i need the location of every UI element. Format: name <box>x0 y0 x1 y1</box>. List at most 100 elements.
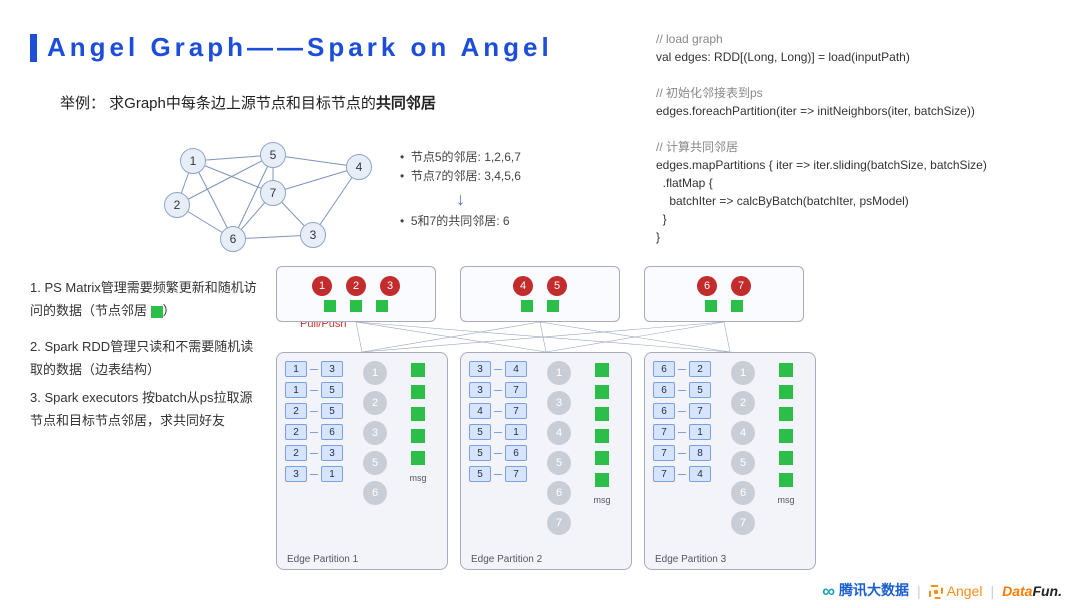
angel-box-icon <box>929 585 943 599</box>
partition-label: Edge Partition 2 <box>471 554 542 565</box>
edge-pair: 62 <box>653 361 715 377</box>
green-square-icon <box>151 306 163 318</box>
edge-pair: 74 <box>653 466 715 482</box>
title-marker <box>30 34 37 62</box>
edge-pair: 13 <box>285 361 347 377</box>
logo-angel: Angel <box>929 583 983 599</box>
ps-node: 7 <box>731 276 751 296</box>
edge-pair: 31 <box>285 466 347 482</box>
code-line: } <box>656 212 667 226</box>
green-square-icon <box>779 451 793 465</box>
green-square-icon <box>595 363 609 377</box>
edge-pair: 34 <box>469 361 531 377</box>
code-line: val edges: RDD[(Long, Long)] = load(inpu… <box>656 50 910 64</box>
subtitle-bold: 共同邻居 <box>376 95 436 112</box>
bullet-line: • 节点5的邻居: 1,2,6,7 <box>400 148 521 167</box>
ps-box: 45 <box>460 266 620 322</box>
green-square-icon <box>376 300 388 312</box>
ps-node: 3 <box>380 276 400 296</box>
edge-partition: 626567717874124567msgEdge Partition 3 <box>644 352 816 570</box>
edge-pair: 51 <box>469 424 531 440</box>
separator: | <box>917 583 921 599</box>
mid-node: 6 <box>363 481 387 505</box>
mid-node: 6 <box>547 481 571 505</box>
green-square-icon <box>411 407 425 421</box>
ps-row: 123 45 67 <box>276 266 804 322</box>
green-square-icon <box>595 407 609 421</box>
green-square-icon <box>411 385 425 399</box>
partition-label: Edge Partition 1 <box>287 554 358 565</box>
ps-node: 5 <box>547 276 567 296</box>
edge-pair: 47 <box>469 403 531 419</box>
subtitle-text: 举例： 求Graph中每条边上源节点和目标节点的 <box>60 95 376 112</box>
msg-label: msg <box>777 495 794 505</box>
graph-node: 6 <box>220 226 246 252</box>
mid-node: 7 <box>547 511 571 535</box>
mid-node: 5 <box>731 451 755 475</box>
ps-node: 2 <box>346 276 366 296</box>
ps-node: 4 <box>513 276 533 296</box>
green-square-icon <box>350 300 362 312</box>
mid-node: 6 <box>731 481 755 505</box>
code-comment: // 计算共同邻居 <box>656 140 738 154</box>
green-square-icon <box>547 300 559 312</box>
down-arrow-icon: ↓ <box>400 190 521 208</box>
graph-node: 7 <box>260 180 286 206</box>
green-square-icon <box>731 300 743 312</box>
code-line: batchIter => calcByBatch(batchIter, psMo… <box>656 194 909 208</box>
title-bar: Angel Graph——Spark on Angel <box>30 32 553 63</box>
edge-partition: 343747515657134567msgEdge Partition 2 <box>460 352 632 570</box>
infinity-icon: ∞ <box>822 581 835 601</box>
code-line: .flatMap { <box>656 176 713 190</box>
mid-node: 1 <box>547 361 571 385</box>
green-square-icon <box>705 300 717 312</box>
green-square-icon <box>411 363 425 377</box>
edge-pair: 37 <box>469 382 531 398</box>
mid-node: 4 <box>731 421 755 445</box>
mid-node: 3 <box>547 391 571 415</box>
graph-bullets: • 节点5的邻居: 1,2,6,7 • 节点7的邻居: 3,4,5,6 ↓ • … <box>400 148 521 232</box>
msg-label: msg <box>409 473 426 483</box>
page-title: Angel Graph——Spark on Angel <box>47 32 553 63</box>
graph-node: 4 <box>346 154 372 180</box>
mid-node: 7 <box>731 511 755 535</box>
note-item: 1. PS Matrix管理需要频繁更新和随机访问的数据（节点邻居 ） <box>30 276 260 323</box>
edge-pair: 56 <box>469 445 531 461</box>
bullet-line: • 5和7的共同邻居: 6 <box>400 212 521 231</box>
mid-node: 5 <box>363 451 387 475</box>
green-square-icon <box>595 429 609 443</box>
mid-node: 1 <box>731 361 755 385</box>
partition-label: Edge Partition 3 <box>655 554 726 565</box>
green-square-icon <box>411 429 425 443</box>
code-block: // load graph val edges: RDD[(Long, Long… <box>656 30 1056 246</box>
subtitle: 举例： 求Graph中每条边上源节点和目标节点的共同邻居 <box>60 92 436 113</box>
ps-box: 123 <box>276 266 436 322</box>
edge-pair: 71 <box>653 424 715 440</box>
note-item: 3. Spark executors 按batch从ps拉取源节点和目标节点邻居… <box>30 386 260 433</box>
ps-node: 1 <box>312 276 332 296</box>
green-square-icon <box>779 407 793 421</box>
green-square-icon <box>779 363 793 377</box>
separator: | <box>990 583 994 599</box>
edge-pair: 25 <box>285 403 347 419</box>
ps-box: 67 <box>644 266 804 322</box>
edge-pair: 67 <box>653 403 715 419</box>
green-square-icon <box>779 429 793 443</box>
green-square-icon <box>595 473 609 487</box>
green-square-icon <box>411 451 425 465</box>
mid-node: 1 <box>363 361 387 385</box>
footer-logos: ∞ 腾讯大数据 | Angel | DataFun. <box>822 580 1062 602</box>
edge-pair: 78 <box>653 445 715 461</box>
edge-pair: 57 <box>469 466 531 482</box>
mid-node: 5 <box>547 451 571 475</box>
code-comment: // load graph <box>656 32 723 46</box>
graph-node: 1 <box>180 148 206 174</box>
green-square-icon <box>595 451 609 465</box>
green-square-icon <box>595 385 609 399</box>
note-item: 2. Spark RDD管理只读和不需要随机读取的数据（边表结构） <box>30 335 260 382</box>
partition-row: 13152526233112356msgEdge Partition 13437… <box>276 352 816 570</box>
logo-tencent-bigdata: ∞ 腾讯大数据 <box>822 580 909 602</box>
mid-node: 2 <box>731 391 755 415</box>
cross-lines <box>276 322 804 352</box>
notes-list: 1. PS Matrix管理需要频繁更新和随机访问的数据（节点邻居 ） 2. S… <box>30 276 260 432</box>
